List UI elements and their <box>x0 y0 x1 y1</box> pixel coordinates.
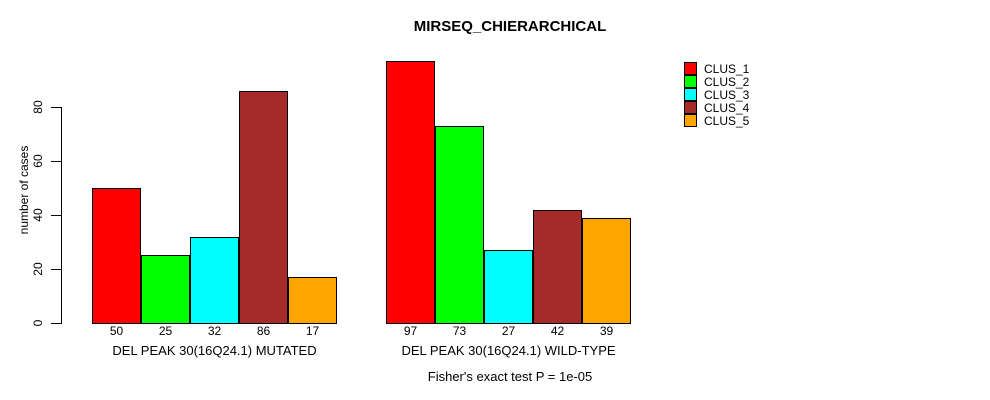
bar-clus_1-group2 <box>386 61 435 324</box>
legend-swatch-clus_1-icon <box>684 62 697 75</box>
bar-value-label: 50 <box>109 324 124 338</box>
y-axis-tick-label: 0 <box>31 319 45 327</box>
legend-item: CLUS_1 <box>684 62 749 75</box>
bar-value-label: 73 <box>452 324 467 338</box>
legend: CLUS_1 CLUS_2 CLUS_3 CLUS_4 CLUS_5 <box>684 62 749 127</box>
y-axis-tick-label: 60 <box>31 154 45 168</box>
bar-clus_3-group1 <box>190 237 239 324</box>
legend-item: CLUS_5 <box>684 114 749 127</box>
y-axis-line <box>61 107 62 324</box>
y-axis-label: number of cases <box>17 145 31 235</box>
y-axis-tick <box>51 323 61 324</box>
x-axis-group-label: DEL PEAK 30(16Q24.1) MUTATED <box>112 343 317 358</box>
bar-value-label: 97 <box>403 324 418 338</box>
bar-clus_1-group1 <box>92 188 141 324</box>
y-axis-tick <box>51 269 61 270</box>
legend-swatch-clus_4-icon <box>684 101 697 114</box>
bar-clus_4-group1 <box>239 91 288 324</box>
bar-clus_2-group2 <box>435 126 484 324</box>
x-axis-group-label: DEL PEAK 30(16Q24.1) WILD-TYPE <box>401 343 616 358</box>
bar-value-label: 42 <box>550 324 565 338</box>
bar-value-label: 27 <box>501 324 516 338</box>
legend-item: CLUS_4 <box>684 101 749 114</box>
y-axis-tick-label: 20 <box>31 262 45 276</box>
y-axis-tick <box>51 161 61 162</box>
bar-value-label: 25 <box>158 324 173 338</box>
chart-title: MIRSEQ_CHIERARCHICAL <box>413 18 607 35</box>
bar-clus_5-group2 <box>582 218 631 324</box>
bar-clus_2-group1 <box>141 255 190 324</box>
bar-clus_3-group2 <box>484 250 533 324</box>
y-axis-tick-label: 40 <box>31 208 45 222</box>
y-axis-tick <box>51 215 61 216</box>
legend-label: CLUS_4 <box>704 100 750 115</box>
legend-swatch-clus_3-icon <box>684 88 697 101</box>
bar-value-label: 32 <box>207 324 222 338</box>
legend-label: CLUS_1 <box>704 61 750 76</box>
legend-label: CLUS_3 <box>704 87 750 102</box>
y-axis-tick <box>51 107 61 108</box>
legend-swatch-clus_5-icon <box>684 114 697 127</box>
legend-label: CLUS_5 <box>704 113 750 128</box>
bar-value-label: 39 <box>599 324 614 338</box>
legend-label: CLUS_2 <box>704 74 750 89</box>
bar-value-label: 17 <box>305 324 320 338</box>
bar-clus_5-group1 <box>288 277 337 324</box>
bar-clus_4-group2 <box>533 210 582 324</box>
fisher-test-annotation: Fisher's exact test P = 1e-05 <box>427 369 593 384</box>
legend-swatch-clus_2-icon <box>684 75 697 88</box>
legend-item: CLUS_3 <box>684 88 749 101</box>
bar-value-label: 86 <box>256 324 271 338</box>
y-axis-tick-label: 80 <box>31 100 45 114</box>
legend-item: CLUS_2 <box>684 75 749 88</box>
